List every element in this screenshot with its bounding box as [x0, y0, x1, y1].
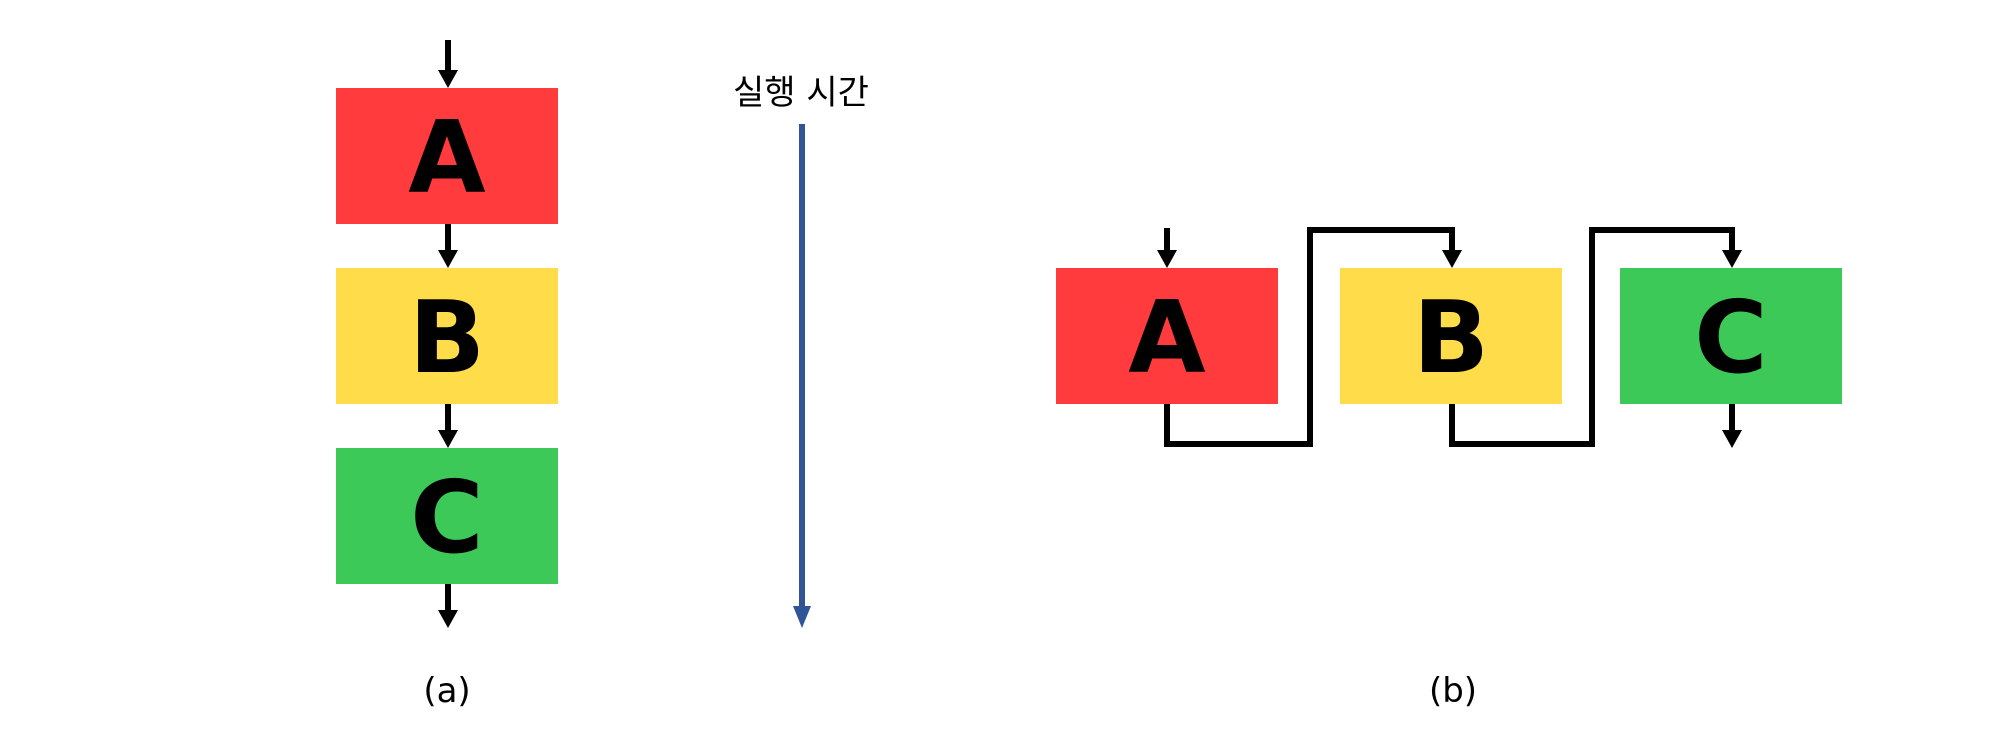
panel-a-entry-arrow [438, 40, 458, 88]
panel-b-exit-arrow [1722, 404, 1742, 448]
panel-b-box-c-rect [1620, 268, 1842, 404]
panel-b-box-c-label: C [1694, 279, 1767, 396]
time-axis-label: 실행 시간 [733, 73, 869, 113]
panel-b-connector-b-to-c [1449, 227, 1742, 447]
panel-b-box-a-label: A [1128, 279, 1205, 396]
panel-b-box-b-rect [1340, 268, 1562, 404]
panel-a-box-c-label: C [410, 459, 483, 576]
panel-b-caption: (b) [1429, 671, 1477, 711]
panel-b-box-a: A [1056, 268, 1278, 404]
panel-a-caption: (a) [423, 671, 470, 711]
panel-a-box-b: B [336, 268, 558, 404]
panel-b-entry-arrow [1157, 228, 1177, 268]
panel-a: A B C (a) [336, 40, 558, 711]
panel-a-arrow-b-to-c [438, 404, 458, 448]
panel-a-box-a-label: A [408, 99, 485, 216]
panel-a-box-a: A [336, 88, 558, 224]
panel-a-arrow-a-to-b [438, 224, 458, 268]
panel-a-box-b-rect [336, 268, 558, 404]
panel-b-box-b-label: B [1413, 279, 1489, 396]
panel-b: A B C (b) [1056, 227, 1842, 711]
panel-a-box-a-rect [336, 88, 558, 224]
panel-a-box-b-label: B [409, 279, 485, 396]
panel-a-box-c-rect [336, 448, 558, 584]
time-axis-arrowhead [793, 606, 811, 628]
panel-b-box-b: B [1340, 268, 1562, 404]
panel-a-box-c: C [336, 448, 558, 584]
panel-a-exit-arrow [438, 584, 458, 628]
panel-b-connector-a-to-b [1164, 227, 1462, 447]
time-axis: 실행 시간 [733, 73, 869, 628]
panel-b-box-c: C [1620, 268, 1842, 404]
panel-b-box-a-rect [1056, 268, 1278, 404]
